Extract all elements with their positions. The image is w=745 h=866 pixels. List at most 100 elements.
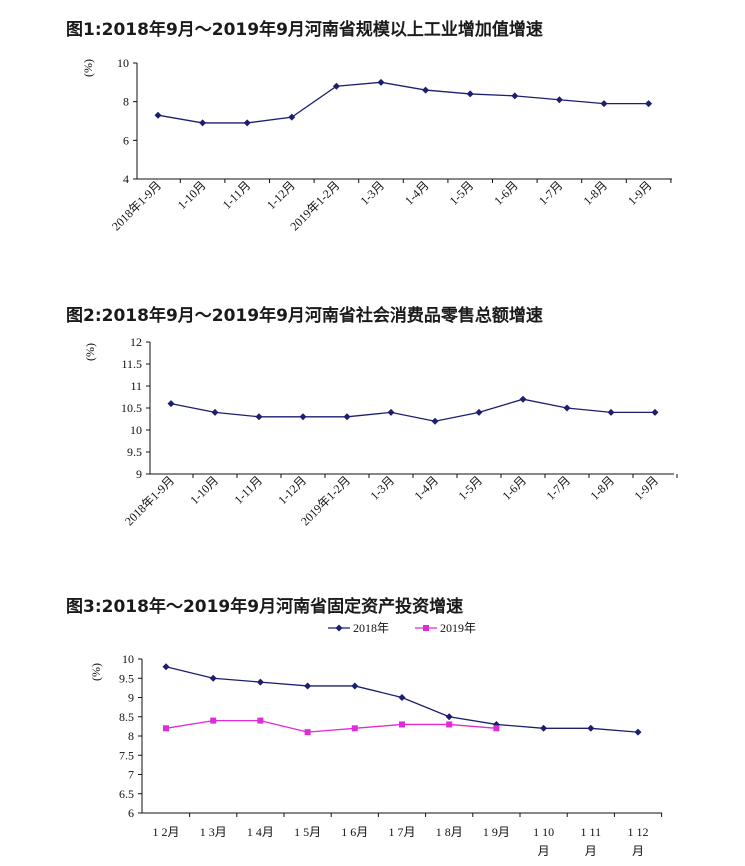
data-point-marker: [493, 725, 500, 732]
y-tick-label: 10: [122, 652, 134, 666]
data-point-marker: [555, 96, 563, 104]
x-category-label: 1-7月: [543, 473, 573, 503]
x-category-label: 1 7月: [388, 825, 415, 839]
y-tick-label: 9: [128, 691, 134, 705]
x-category-label: 1 5月: [294, 825, 321, 839]
x-category-label: 1-10月: [175, 178, 209, 212]
x-category-label: 1-11月: [220, 178, 254, 212]
x-category-label: 1 2月: [152, 825, 179, 839]
y-tick-label: 11.5: [121, 357, 142, 371]
data-point-marker: [167, 400, 175, 408]
x-category-label: 1-8月: [580, 178, 610, 208]
x-category-label-line2: 月: [585, 844, 597, 858]
data-point-marker: [387, 408, 395, 416]
x-category-label: 1 9月: [483, 825, 510, 839]
y-axis-unit-label: (%): [81, 59, 95, 77]
series-line-1: [157, 81, 649, 124]
data-point-marker: [587, 724, 595, 732]
data-point-marker: [255, 413, 263, 421]
legend-swatch-marker: [335, 624, 343, 632]
data-point-marker: [422, 86, 430, 94]
y-tick-label: 6: [123, 133, 129, 147]
data-point-marker: [288, 113, 296, 121]
x-category-label: 1-3月: [357, 178, 387, 208]
data-point-marker: [634, 728, 642, 736]
x-category-label: 1-4月: [402, 178, 432, 208]
x-category-label: 1-6月: [491, 178, 521, 208]
data-point-marker: [343, 413, 351, 421]
x-category-label: 1-6月: [499, 473, 529, 503]
y-axis-unit-label: (%): [89, 663, 103, 681]
x-category-label: 2018年1-9月: [109, 178, 164, 233]
data-point-marker: [154, 111, 162, 119]
legend-label: 2018年: [353, 621, 389, 635]
x-category-label: 1-5月: [455, 473, 485, 503]
x-category-label: 1-11月: [231, 473, 265, 507]
data-point-marker: [377, 78, 385, 86]
x-category-label: 1 11: [581, 825, 602, 839]
data-point-marker: [332, 82, 340, 90]
y-tick-label: 6: [128, 806, 134, 820]
series-line-2: [165, 719, 497, 733]
x-category-label-line2: 月: [538, 844, 550, 858]
x-category-label-line2: 月: [632, 844, 644, 858]
x-category-label: 1-4月: [411, 473, 441, 503]
x-category-label: 1 4月: [247, 825, 274, 839]
data-point-marker: [600, 100, 608, 108]
x-category-label: 1 10: [533, 825, 554, 839]
data-point-marker: [257, 717, 264, 724]
y-tick-label: 7: [128, 768, 134, 782]
data-point-marker: [256, 678, 264, 686]
y-tick-label: 10.5: [121, 401, 142, 415]
data-point-marker: [563, 404, 571, 412]
data-point-marker: [446, 721, 453, 728]
x-category-label: 1 12: [628, 825, 649, 839]
data-point-marker: [351, 725, 358, 732]
data-point-marker: [209, 674, 217, 682]
data-point-marker: [199, 119, 207, 127]
data-point-marker: [399, 721, 405, 728]
data-point-marker: [398, 694, 406, 701]
data-point-marker: [304, 682, 312, 690]
data-point-marker: [431, 417, 439, 425]
x-category-label: 1-5月: [447, 178, 477, 208]
y-tick-label: 8: [128, 729, 134, 743]
x-category-label: 1 8月: [436, 825, 463, 839]
y-tick-label: 9: [136, 467, 142, 481]
data-point-marker: [210, 717, 217, 724]
x-category-label: 1-9月: [625, 178, 655, 208]
x-category-label: 1-12月: [275, 473, 309, 507]
data-point-marker: [540, 724, 548, 732]
data-point-marker: [163, 725, 169, 732]
y-tick-label: 10: [130, 423, 142, 437]
data-point-marker: [475, 408, 483, 416]
x-category-label: 1-7月: [536, 178, 566, 208]
data-point-marker: [299, 413, 307, 421]
y-tick-label: 8: [123, 95, 129, 109]
y-tick-label: 6.5: [119, 787, 134, 801]
data-point-marker: [243, 119, 251, 127]
y-tick-label: 4: [123, 172, 129, 186]
legend-swatch-marker: [423, 625, 429, 631]
x-category-label: 1-3月: [367, 473, 397, 503]
x-category-label: 1-10月: [187, 473, 221, 507]
data-point-marker: [645, 100, 653, 108]
x-category-label: 1-8月: [587, 473, 617, 503]
y-tick-label: 12: [130, 335, 142, 349]
y-tick-label: 9.5: [119, 671, 134, 685]
y-tick-label: 8.5: [119, 710, 134, 724]
x-category-label: 1 3月: [200, 825, 227, 839]
y-axis-unit-label: (%): [83, 343, 97, 361]
data-point-marker: [351, 682, 359, 690]
x-category-label: 1 6月: [341, 825, 368, 839]
chart2: 12 11.5 11 10.5 10 9.5 9 (%) 2018年1-9月 1-10月 1-11月…: [83, 335, 678, 528]
y-tick-label: 9.5: [127, 445, 142, 459]
x-category-label: 1-9月: [631, 473, 661, 503]
y-tick-label: 11: [130, 379, 142, 393]
y-tick-label: 10: [117, 56, 129, 70]
x-category-label: 1-12月: [264, 178, 298, 212]
data-point-marker: [651, 408, 659, 416]
chart1-title: 图1:2018年9月～2019年9月河南省规模以上工业增加值增速: [66, 20, 543, 40]
